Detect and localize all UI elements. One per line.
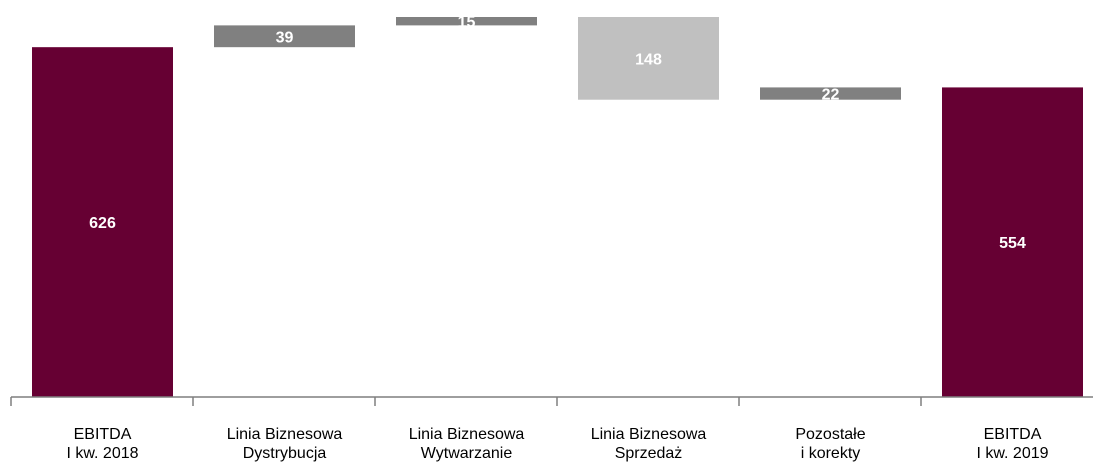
category-label-5-line-2: i korekty [801, 445, 861, 462]
bar-value-label-6: 554 [999, 235, 1026, 252]
category-label-4-line-2: Sprzedaż [615, 445, 683, 462]
category-label-5-line-1: Pozostałe [795, 426, 865, 443]
category-label-3-line-1: Linia Biznesowa [409, 426, 525, 443]
category-label-2-line-2: Dystrybucja [243, 445, 327, 462]
x-axis [10, 396, 1093, 406]
bar-value-label-3: 15 [458, 14, 476, 31]
category-label-4-line-1: Linia Biznesowa [591, 426, 707, 443]
category-label-6-line-1: EBITDA [984, 426, 1042, 443]
bar-4 [578, 17, 719, 100]
bars-layer: 626 39 15 148 22 554 [32, 14, 1083, 397]
category-label-3-line-2: Wytwarzanie [421, 445, 513, 462]
category-label-1-line-1: EBITDA [74, 426, 132, 443]
bar-value-label-4: 148 [635, 51, 662, 68]
category-label-2-line-1: Linia Biznesowa [227, 426, 343, 443]
bar-2 [214, 25, 355, 48]
category-label-6-line-2: I kw. 2019 [976, 445, 1048, 462]
bar-value-label-1: 626 [89, 215, 116, 232]
bar-value-label-5: 22 [822, 87, 840, 104]
bar-5 [760, 87, 901, 100]
bar-3 [396, 17, 537, 26]
bar-6 [942, 87, 1083, 397]
bar-1 [32, 47, 173, 397]
bar-value-label-2: 39 [276, 29, 294, 46]
category-labels: EBITDA I kw. 2018 Linia Biznesowa Dystrybuc… [66, 426, 1048, 462]
category-label-1-line-2: I kw. 2018 [66, 445, 138, 462]
